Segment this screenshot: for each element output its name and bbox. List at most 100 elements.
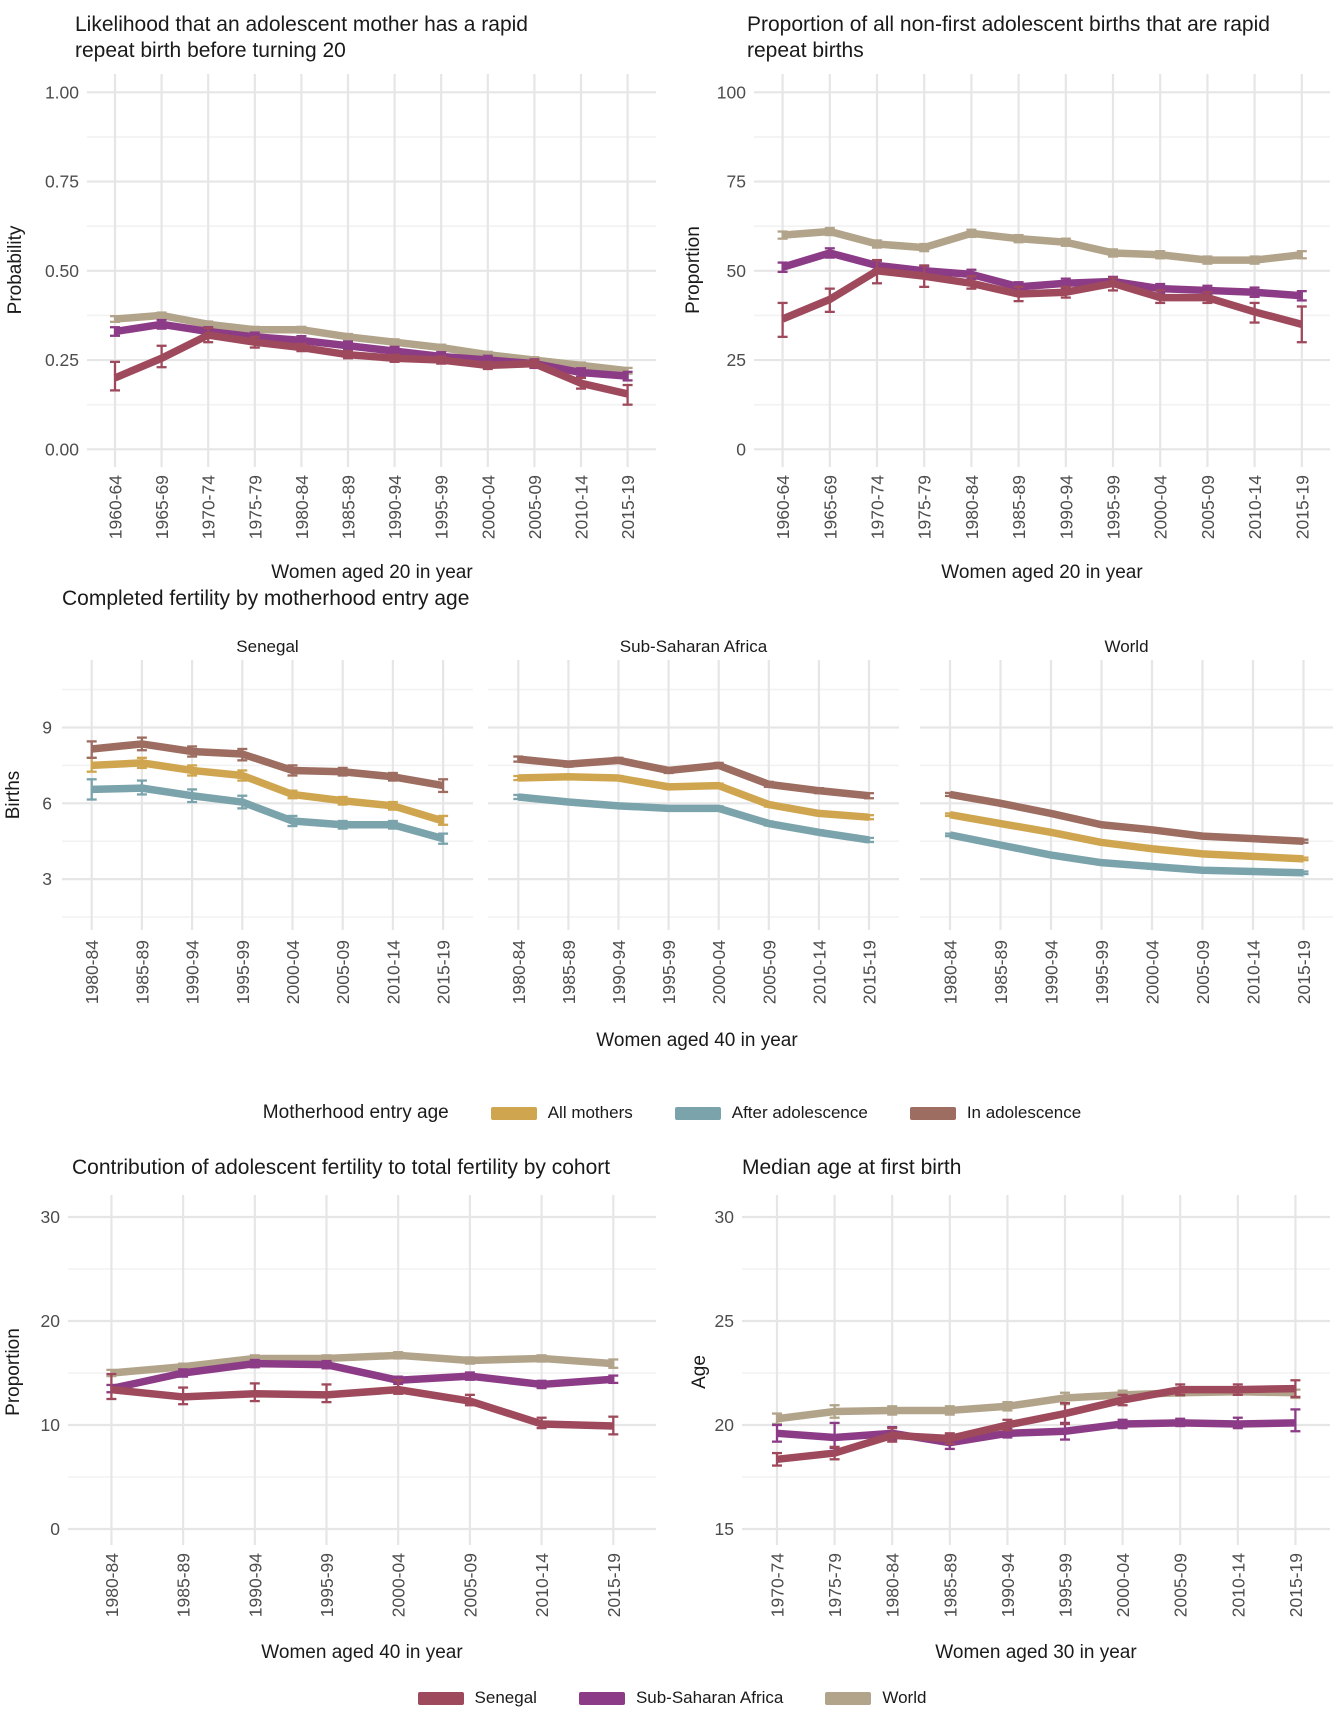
x-tick-label: 1980-84 bbox=[509, 940, 529, 1004]
legend-item-in-adolescence: In adolescence bbox=[909, 1103, 1082, 1123]
world-swatch-icon bbox=[825, 1691, 872, 1705]
legend-motherhood-title: Motherhood entry age bbox=[262, 1102, 449, 1123]
y-tick-label: 20 bbox=[715, 1415, 735, 1435]
y-axis-title-proportion-b: Proportion bbox=[683, 226, 704, 314]
x-tick-label: 1990-94 bbox=[1056, 475, 1076, 539]
x-tick-label: 2005-09 bbox=[1193, 940, 1213, 1004]
x-tick-label: 1980-84 bbox=[102, 1553, 122, 1617]
x-tick-label: 2000-04 bbox=[478, 475, 498, 539]
x-tick-label: 1980-84 bbox=[292, 475, 312, 539]
x-tick-label: 1990-94 bbox=[998, 1553, 1018, 1617]
x-tick-label: 1990-94 bbox=[385, 475, 405, 539]
series-line-all-mothers bbox=[949, 810, 1304, 863]
series-line-senegal bbox=[113, 331, 629, 398]
legend-motherhood: Motherhood entry age All mothers After a… bbox=[0, 1102, 1344, 1124]
x-tick-label: 2015-19 bbox=[860, 940, 880, 1004]
y-tick-label: 3 bbox=[42, 869, 52, 889]
panel-contribution-title: Contribution of adolescent fertility to … bbox=[72, 1156, 611, 1179]
y-axis-title-births: Births bbox=[3, 770, 24, 820]
x-axis-title-b: Women aged 20 in year bbox=[941, 562, 1143, 583]
in-adolescence-swatch-icon bbox=[909, 1106, 956, 1120]
y-tick-label: 10 bbox=[41, 1415, 61, 1435]
y-tick-label: 30 bbox=[715, 1207, 735, 1227]
x-tick-label: 1960-64 bbox=[773, 475, 793, 539]
legend-item-sub-saharan-africa: Sub-Saharan Africa bbox=[578, 1688, 784, 1708]
x-tick-label: 1990-94 bbox=[1042, 940, 1062, 1004]
x-tick-label: 2000-04 bbox=[1151, 475, 1171, 539]
series-line-senegal bbox=[776, 1384, 1296, 1464]
x-axis-title-c: Women aged 40 in year bbox=[596, 1030, 798, 1051]
x-tick-label: 2015-19 bbox=[434, 940, 454, 1004]
legend-label-all-mothers: All mothers bbox=[547, 1103, 633, 1122]
x-tick-label: 2000-04 bbox=[283, 940, 303, 1004]
series-line-all-mothers bbox=[518, 773, 870, 821]
y-tick-label: 15 bbox=[715, 1519, 734, 1539]
y-tick-label: 0.25 bbox=[45, 350, 79, 370]
y-tick-label: 30 bbox=[41, 1207, 61, 1227]
series-line-after-adolescence bbox=[517, 793, 870, 844]
x-tick-label: 2000-04 bbox=[389, 1553, 409, 1617]
x-tick-label: 1980-84 bbox=[883, 1553, 903, 1617]
y-tick-label: 100 bbox=[717, 82, 746, 102]
x-tick-label: 1975-79 bbox=[245, 475, 265, 539]
x-tick-label: 1980-84 bbox=[962, 475, 982, 539]
x-tick-label: 2010-14 bbox=[532, 1553, 552, 1617]
after-adolescence-swatch-icon bbox=[674, 1106, 721, 1120]
x-tick-label: 2005-09 bbox=[1171, 1553, 1191, 1617]
x-tick-label: 1970-74 bbox=[868, 475, 888, 539]
series-line-world bbox=[776, 1387, 1296, 1423]
y-tick-label: 0.50 bbox=[45, 261, 79, 281]
x-tick-label: 2010-14 bbox=[383, 940, 403, 1004]
series-line-in-adolescence bbox=[517, 755, 870, 800]
x-tick-label: 1995-99 bbox=[1056, 1553, 1076, 1617]
x-tick-label: 2010-14 bbox=[1228, 1553, 1248, 1617]
legend-item-senegal: Senegal bbox=[417, 1688, 537, 1708]
y-tick-label: 25 bbox=[715, 1311, 734, 1331]
series-line-senegal bbox=[781, 267, 1303, 328]
legend-item-all-mothers: All mothers bbox=[490, 1103, 633, 1123]
facet-strip-label: World bbox=[1104, 637, 1148, 656]
y-axis-title-proportion-d: Proportion bbox=[3, 1328, 24, 1416]
legend-region: Senegal Sub-Saharan Africa World bbox=[0, 1688, 1344, 1708]
x-tick-label: 2015-19 bbox=[1286, 1553, 1306, 1617]
x-tick-label: 1995-99 bbox=[233, 940, 253, 1004]
y-tick-label: 25 bbox=[727, 350, 746, 370]
y-tick-label: 0.75 bbox=[45, 172, 79, 192]
series-line-world bbox=[111, 1351, 614, 1377]
x-axis-title-a: Women aged 20 in year bbox=[271, 562, 473, 583]
sub-saharan-africa-swatch-icon bbox=[578, 1691, 625, 1705]
x-tick-label: 1995-99 bbox=[432, 475, 452, 539]
x-tick-label: 2000-04 bbox=[709, 940, 729, 1004]
x-tick-label: 2000-04 bbox=[1113, 1553, 1133, 1617]
x-tick-label: 2000-04 bbox=[1143, 940, 1163, 1004]
legend-label-world: World bbox=[882, 1688, 927, 1707]
y-tick-label: 9 bbox=[42, 718, 52, 738]
facet-strip-label: Senegal bbox=[236, 637, 298, 656]
legend-label-sub-saharan-africa: Sub-Saharan Africa bbox=[635, 1688, 784, 1707]
x-tick-label: 1985-89 bbox=[1009, 475, 1029, 539]
panel-completed-fertility-title: Completed fertility by motherhood entry … bbox=[62, 587, 470, 610]
facet-strip-label: Sub-Saharan Africa bbox=[620, 637, 768, 656]
senegal-swatch-icon bbox=[417, 1691, 464, 1705]
x-tick-label: 2015-19 bbox=[618, 475, 638, 539]
x-tick-label: 1975-79 bbox=[915, 475, 935, 539]
x-tick-label: 1985-89 bbox=[940, 1553, 960, 1617]
y-tick-label: 0.00 bbox=[45, 439, 79, 459]
x-tick-label: 1990-94 bbox=[609, 940, 629, 1004]
x-tick-label: 2005-09 bbox=[333, 940, 353, 1004]
panel-median-age-title: Median age at first birth bbox=[742, 1156, 962, 1179]
x-tick-label: 2005-09 bbox=[1198, 475, 1218, 539]
x-tick-label: 1995-99 bbox=[659, 940, 679, 1004]
series-line-sub-saharan-africa bbox=[776, 1419, 1296, 1447]
y-tick-label: 75 bbox=[727, 172, 746, 192]
y-tick-label: 0 bbox=[50, 1519, 60, 1539]
x-tick-label: 2005-09 bbox=[460, 1553, 480, 1617]
legend-label-in-adolescence: In adolescence bbox=[966, 1103, 1082, 1122]
x-tick-label: 2015-19 bbox=[604, 1553, 624, 1617]
x-tick-label: 2010-14 bbox=[1245, 475, 1265, 539]
x-tick-label: 1990-94 bbox=[183, 940, 203, 1004]
series-line-sub-saharan-africa bbox=[110, 1359, 614, 1393]
x-tick-label: 1980-84 bbox=[82, 940, 102, 1004]
